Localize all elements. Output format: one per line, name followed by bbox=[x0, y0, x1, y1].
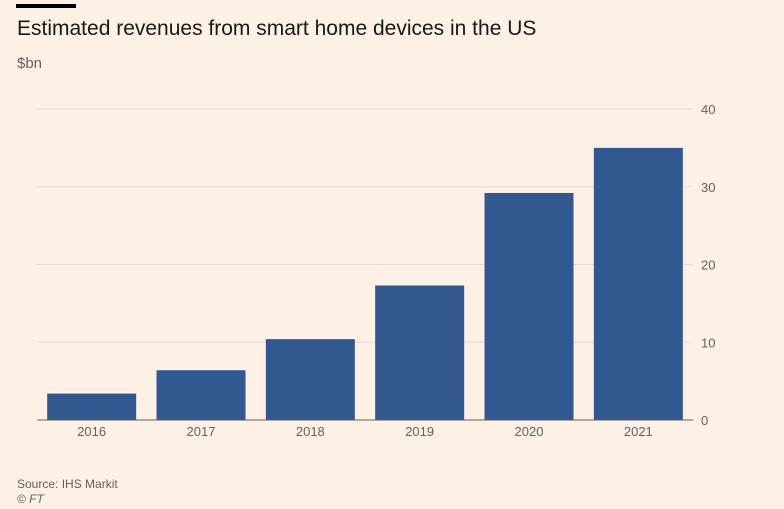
top-rule bbox=[16, 4, 76, 8]
x-tick-label: 2020 bbox=[515, 424, 544, 439]
x-tick-label: 2019 bbox=[405, 424, 434, 439]
x-tick-label: 2018 bbox=[296, 424, 325, 439]
y-tick-label: 10 bbox=[701, 335, 715, 350]
y-axis-ticks: 0 10 20 30 40 bbox=[701, 102, 715, 428]
source-note: Source: IHS Markit bbox=[17, 477, 118, 491]
y-tick-label: 40 bbox=[701, 102, 715, 117]
bar-2021 bbox=[593, 147, 683, 420]
x-tick-label: 2016 bbox=[77, 424, 106, 439]
y-tick-label: 0 bbox=[701, 413, 708, 428]
bar-2020 bbox=[484, 192, 574, 420]
bar-2019 bbox=[375, 285, 465, 420]
copyright-note: © FT bbox=[17, 492, 44, 506]
y-tick-label: 30 bbox=[701, 180, 715, 195]
bars bbox=[47, 147, 683, 420]
gridlines bbox=[37, 108, 693, 421]
x-tick-label: 2021 bbox=[624, 424, 653, 439]
chart-title: Estimated revenues from smart home devic… bbox=[17, 17, 537, 40]
y-tick-label: 20 bbox=[701, 258, 715, 273]
x-axis-ticks: 2016 2017 2018 2019 2020 2021 bbox=[77, 424, 653, 439]
bar-2016 bbox=[47, 393, 137, 420]
x-tick-label: 2017 bbox=[187, 424, 216, 439]
bar-2017 bbox=[156, 370, 246, 420]
chart-unit-label: $bn bbox=[17, 55, 43, 72]
bar-2018 bbox=[265, 339, 355, 420]
